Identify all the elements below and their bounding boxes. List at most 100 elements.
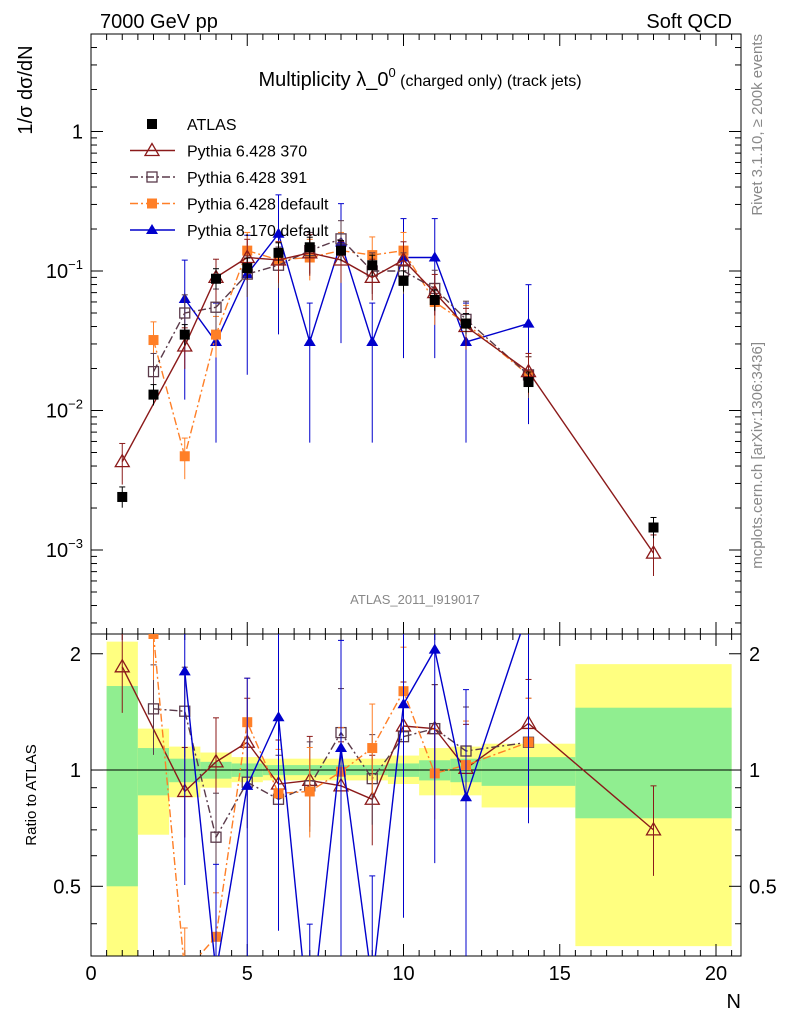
legend-label: Pythia 6.428 default <box>187 197 329 214</box>
data-point <box>645 544 662 559</box>
legend-marker <box>146 224 158 234</box>
data-point <box>176 337 193 352</box>
ratio-line <box>152 634 529 956</box>
data-point <box>114 453 131 468</box>
legend-label: Pythia 8.170 default <box>187 223 329 240</box>
legend-marker <box>147 119 157 129</box>
chart-title: Multiplicity λ_00 (charged only) (track … <box>258 65 581 91</box>
data-point <box>179 451 190 462</box>
x-tick-label: 10 <box>392 963 414 985</box>
chart-title-main: Multiplicity λ_0 <box>258 69 388 91</box>
upper-series <box>114 194 662 577</box>
data-point <box>270 251 287 266</box>
header-right: Soft QCD <box>646 11 732 33</box>
data-point <box>366 335 379 346</box>
data-point <box>428 251 441 262</box>
ratio-y-tick-label-right: 2 <box>749 644 760 666</box>
x-tick-label: 15 <box>549 963 571 985</box>
ratio-point <box>207 753 225 768</box>
upper-panel: 1/σ dσ/dN Multiplicity λ_00 (charged onl… <box>15 33 742 635</box>
ratio-point <box>114 658 131 673</box>
legend-entry: Pythia 6.428 370 <box>130 142 307 161</box>
series-line <box>184 232 529 345</box>
ratio-point <box>367 743 378 754</box>
ratio-y-tick-label-right: 0.5 <box>749 876 777 898</box>
data-point <box>117 491 128 502</box>
y-tick-label: 1 <box>72 122 83 144</box>
y-tick-label: 10−3 <box>46 536 83 562</box>
data-point <box>211 329 221 340</box>
ratio-y-tick-label: 0.5 <box>53 876 81 898</box>
data-point <box>523 377 534 388</box>
data-point <box>303 335 316 346</box>
upper-ylabel: 1/σ dσ/dN <box>15 45 37 134</box>
data-point <box>648 522 659 533</box>
lower-frame <box>90 633 742 957</box>
x-tick-label: 5 <box>242 963 253 985</box>
header-left: 7000 GeV pp <box>100 11 218 33</box>
analysis-id-label: ATLAS_2011_I919017 <box>350 592 480 607</box>
legend-label: Pythia 6.428 391 <box>187 170 307 187</box>
ratio-point <box>335 742 347 753</box>
data-point <box>242 263 253 274</box>
ratio-point <box>210 831 222 843</box>
lower-panel: Ratio to ATLAS 0.5 0.51 12 20 5 10 15 20 N <box>23 633 777 1013</box>
data-point <box>461 318 471 329</box>
band-inner <box>106 686 138 887</box>
y-tick-label: 10−2 <box>46 397 83 423</box>
chart-title-suffix: (charged only) (track jets) <box>396 73 582 90</box>
ratio-point <box>304 786 315 797</box>
data-point <box>398 275 409 286</box>
data-point <box>211 273 221 284</box>
ratio-y-tick-label-right: 1 <box>749 760 760 782</box>
rivet-version-label: Rivet 3.1.10, ≥ 200k events <box>749 34 766 216</box>
ratio-point <box>397 698 410 709</box>
data-point <box>179 307 191 319</box>
legend: ATLAS Pythia 6.428 370 Pythia 6.428 391 Pyt… <box>130 117 329 240</box>
x-tick-label: 20 <box>705 963 727 985</box>
ratio-y-tick-label: 1 <box>70 760 81 782</box>
series-pythia-6-428-370 <box>114 234 662 577</box>
data-point <box>272 227 285 238</box>
legend-entry: Pythia 8.170 default <box>130 223 329 240</box>
series-line <box>152 249 529 460</box>
legend-marker <box>147 198 157 209</box>
x-tick-label: 0 <box>85 963 96 985</box>
lower-ticks: 0.5 0.51 12 20 5 10 15 20 <box>53 634 777 985</box>
ratio-point <box>147 703 160 715</box>
ratio-point <box>241 779 254 790</box>
ratio-point <box>645 821 662 836</box>
data-point <box>148 335 159 346</box>
data-point <box>148 389 159 400</box>
uncertainty-bands <box>106 641 732 956</box>
x-axis-label: N <box>727 991 741 1013</box>
legend-entry: Pythia 6.428 391 <box>130 170 307 187</box>
legend-label: Pythia 6.428 370 <box>187 144 307 161</box>
data-point <box>367 260 378 271</box>
data-point <box>522 317 535 328</box>
legend-marker <box>143 142 161 157</box>
data-point <box>147 365 160 378</box>
lower-ylabel: Ratio to ATLAS <box>23 744 40 845</box>
legend-entry: Pythia 6.428 default <box>130 197 329 214</box>
legend-label: ATLAS <box>187 117 237 134</box>
data-point <box>336 245 346 256</box>
data-point <box>332 251 350 266</box>
data-point <box>395 251 412 266</box>
data-point <box>304 242 315 253</box>
ratio-series-pythia-8-170-default <box>178 634 529 956</box>
ratio-point <box>460 791 472 802</box>
legend-entry: ATLAS <box>147 117 237 134</box>
y-tick-label: 10−1 <box>46 257 83 283</box>
upper-ticks: 10−3 10−2 10−1 1 <box>46 33 741 634</box>
lower-series <box>114 634 662 956</box>
data-point <box>364 269 381 284</box>
data-point <box>179 329 190 340</box>
data-point <box>273 247 284 258</box>
data-point <box>210 301 222 313</box>
ratio-line <box>184 634 522 956</box>
band-inner <box>137 748 170 796</box>
legend-marker <box>146 171 158 183</box>
ratio-point <box>428 643 441 654</box>
